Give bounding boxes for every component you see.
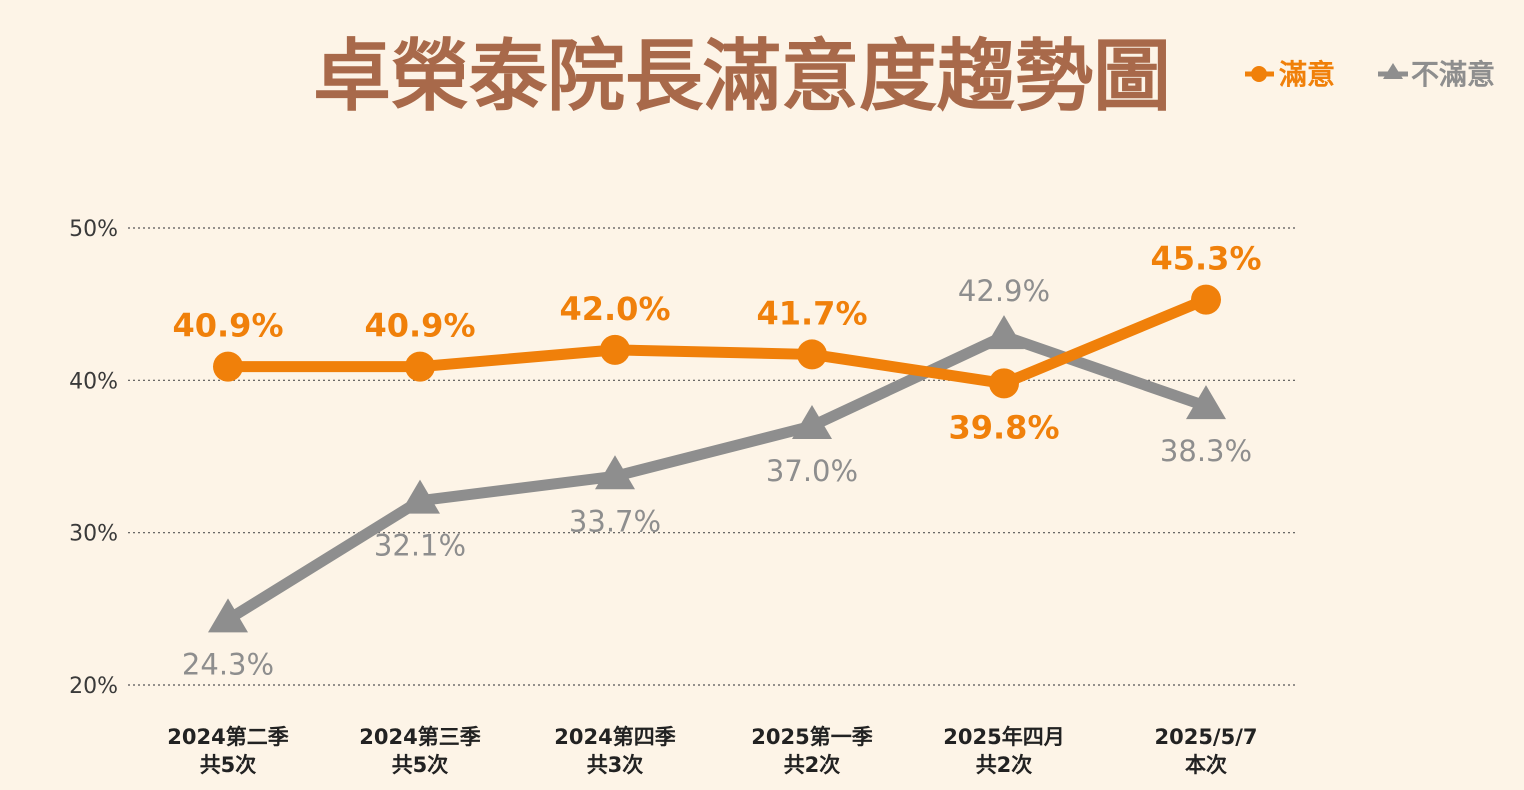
satisfied-point — [989, 368, 1019, 399]
y-tick-label: 20% — [69, 674, 118, 699]
chart-title: 卓榮泰院長滿意度趨勢圖 — [313, 32, 1171, 122]
legend-item-dissatisfied: 不滿意 — [1378, 58, 1495, 91]
satisfied-data-label: 40.9% — [364, 307, 475, 345]
legend: 滿意 不滿意 — [1245, 58, 1495, 91]
satisfied-data-label: 45.3% — [1150, 240, 1261, 278]
satisfied-point — [213, 351, 243, 382]
x-tick-label: 2025/5/7 — [1154, 725, 1257, 749]
dissatisfied-point — [208, 598, 248, 633]
x-tick-label: 2025年四月 — [943, 725, 1064, 749]
satisfied-point — [1191, 284, 1221, 315]
x-tick-sublabel: 共2次 — [784, 753, 841, 777]
satisfied-point — [797, 339, 827, 370]
satisfied-data-label: 39.8% — [948, 408, 1059, 446]
y-tick-label: 40% — [69, 369, 118, 394]
dissatisfied-point — [1186, 385, 1226, 420]
dissatisfied-data-label: 32.1% — [374, 529, 466, 563]
dissatisfied-data-label: 37.0% — [766, 454, 858, 488]
dissatisfied-data-label: 42.9% — [958, 274, 1050, 308]
satisfied-data-label: 41.7% — [756, 294, 867, 332]
y-axis: 50% 40% 30% 20% — [69, 217, 118, 699]
x-tick-sublabel: 共5次 — [200, 753, 257, 777]
dissatisfied-point — [400, 479, 440, 514]
x-tick-label: 2024第二季 — [167, 725, 288, 749]
legend-label-dissatisfied: 不滿意 — [1411, 58, 1495, 91]
series — [208, 284, 1226, 633]
legend-circle-icon — [1251, 66, 1267, 82]
legend-item-satisfied: 滿意 — [1245, 58, 1335, 91]
legend-label-satisfied: 滿意 — [1279, 58, 1335, 91]
dissatisfied-data-label: 24.3% — [182, 647, 274, 681]
satisfied-point — [405, 351, 435, 382]
satisfied-data-label: 40.9% — [172, 307, 283, 345]
x-tick-label: 2025第一季 — [751, 725, 872, 749]
x-tick-sublabel: 本次 — [1185, 753, 1227, 777]
x-axis: 2024第二季共5次2024第三季共5次2024第四季共3次2025第一季共2次… — [167, 725, 1257, 777]
dissatisfied-line — [222, 330, 1212, 625]
dissatisfied-point — [595, 455, 635, 490]
dissatisfied-data-label: 33.7% — [569, 504, 661, 538]
x-tick-label: 2024第三季 — [359, 725, 480, 749]
satisfied-line — [222, 294, 1212, 389]
dissatisfied-data-label: 38.3% — [1160, 434, 1252, 468]
x-tick-sublabel: 共2次 — [976, 753, 1033, 777]
dissatisfied-point — [984, 315, 1024, 350]
y-tick-label: 30% — [69, 522, 118, 547]
x-tick-sublabel: 共3次 — [587, 753, 644, 777]
y-tick-label: 50% — [69, 217, 118, 242]
dissatisfied-point — [792, 404, 832, 439]
legend-triangle-icon — [1383, 63, 1403, 79]
data-labels: 40.9% 40.9% 42.0% 41.7% 39.8% 45.3% 24.3% 32.1%… — [172, 240, 1261, 682]
x-tick-label: 2024第四季 — [554, 725, 675, 749]
satisfied-point — [600, 334, 630, 365]
satisfied-data-label: 42.0% — [559, 290, 670, 328]
x-tick-sublabel: 共5次 — [392, 753, 449, 777]
